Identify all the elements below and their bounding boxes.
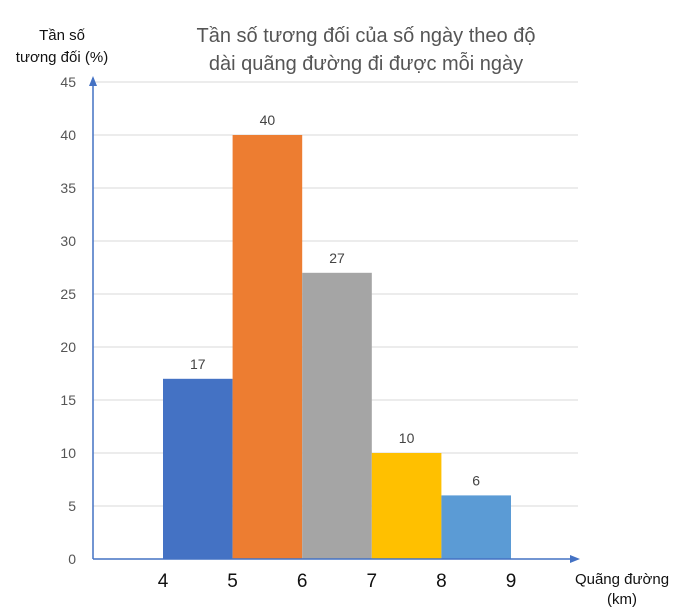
y-tick-label-20: 20 (60, 339, 76, 355)
x-tick-label-4: 4 (158, 571, 169, 592)
x-tick-label-8: 8 (436, 571, 447, 592)
y-tick-label-10: 10 (60, 445, 76, 461)
bar-6 (441, 495, 511, 559)
x-axis-arrow-icon (570, 555, 580, 563)
x-tick-label-7: 7 (367, 571, 378, 592)
x-axis-label-line-2: (km) (607, 591, 637, 608)
y-tick-label-35: 35 (60, 180, 76, 196)
x-axis-label-line-1: Quãng đường (575, 571, 669, 588)
y-tick-label-25: 25 (60, 286, 76, 302)
y-axis-label-line-2: tương đối (%) (16, 49, 108, 66)
data-label-10: 10 (399, 430, 415, 446)
y-tick-label-5: 5 (68, 498, 76, 514)
bar-40 (232, 135, 303, 559)
x-tick-label-6: 6 (297, 571, 308, 592)
bar-27 (302, 272, 372, 559)
y-axis-label-line-1: Tần số (39, 27, 86, 44)
data-label-17: 17 (190, 356, 206, 372)
bars (163, 135, 511, 559)
bar-10 (371, 453, 442, 559)
y-tick-label-40: 40 (60, 127, 76, 143)
y-tick-label-0: 0 (68, 551, 76, 567)
y-axis-arrow-icon (89, 76, 97, 86)
labels: Tần số tương đối của số ngày theo độ dài… (16, 25, 669, 608)
y-tick-label-30: 30 (60, 233, 76, 249)
bar-17 (163, 378, 233, 559)
chart-title-line-1: Tần số tương đối của số ngày theo độ (197, 25, 536, 47)
data-label-40: 40 (260, 112, 276, 128)
data-label-6: 6 (472, 472, 480, 488)
y-tick-label-45: 45 (60, 74, 76, 90)
data-label-27: 27 (329, 250, 345, 266)
x-tick-label-5: 5 (227, 571, 238, 592)
axes (89, 76, 580, 563)
chart-title-line-2: dài quãng đường đi được mỗi ngày (209, 52, 523, 75)
x-tick-label-9: 9 (506, 571, 517, 592)
y-tick-label-15: 15 (60, 392, 76, 408)
